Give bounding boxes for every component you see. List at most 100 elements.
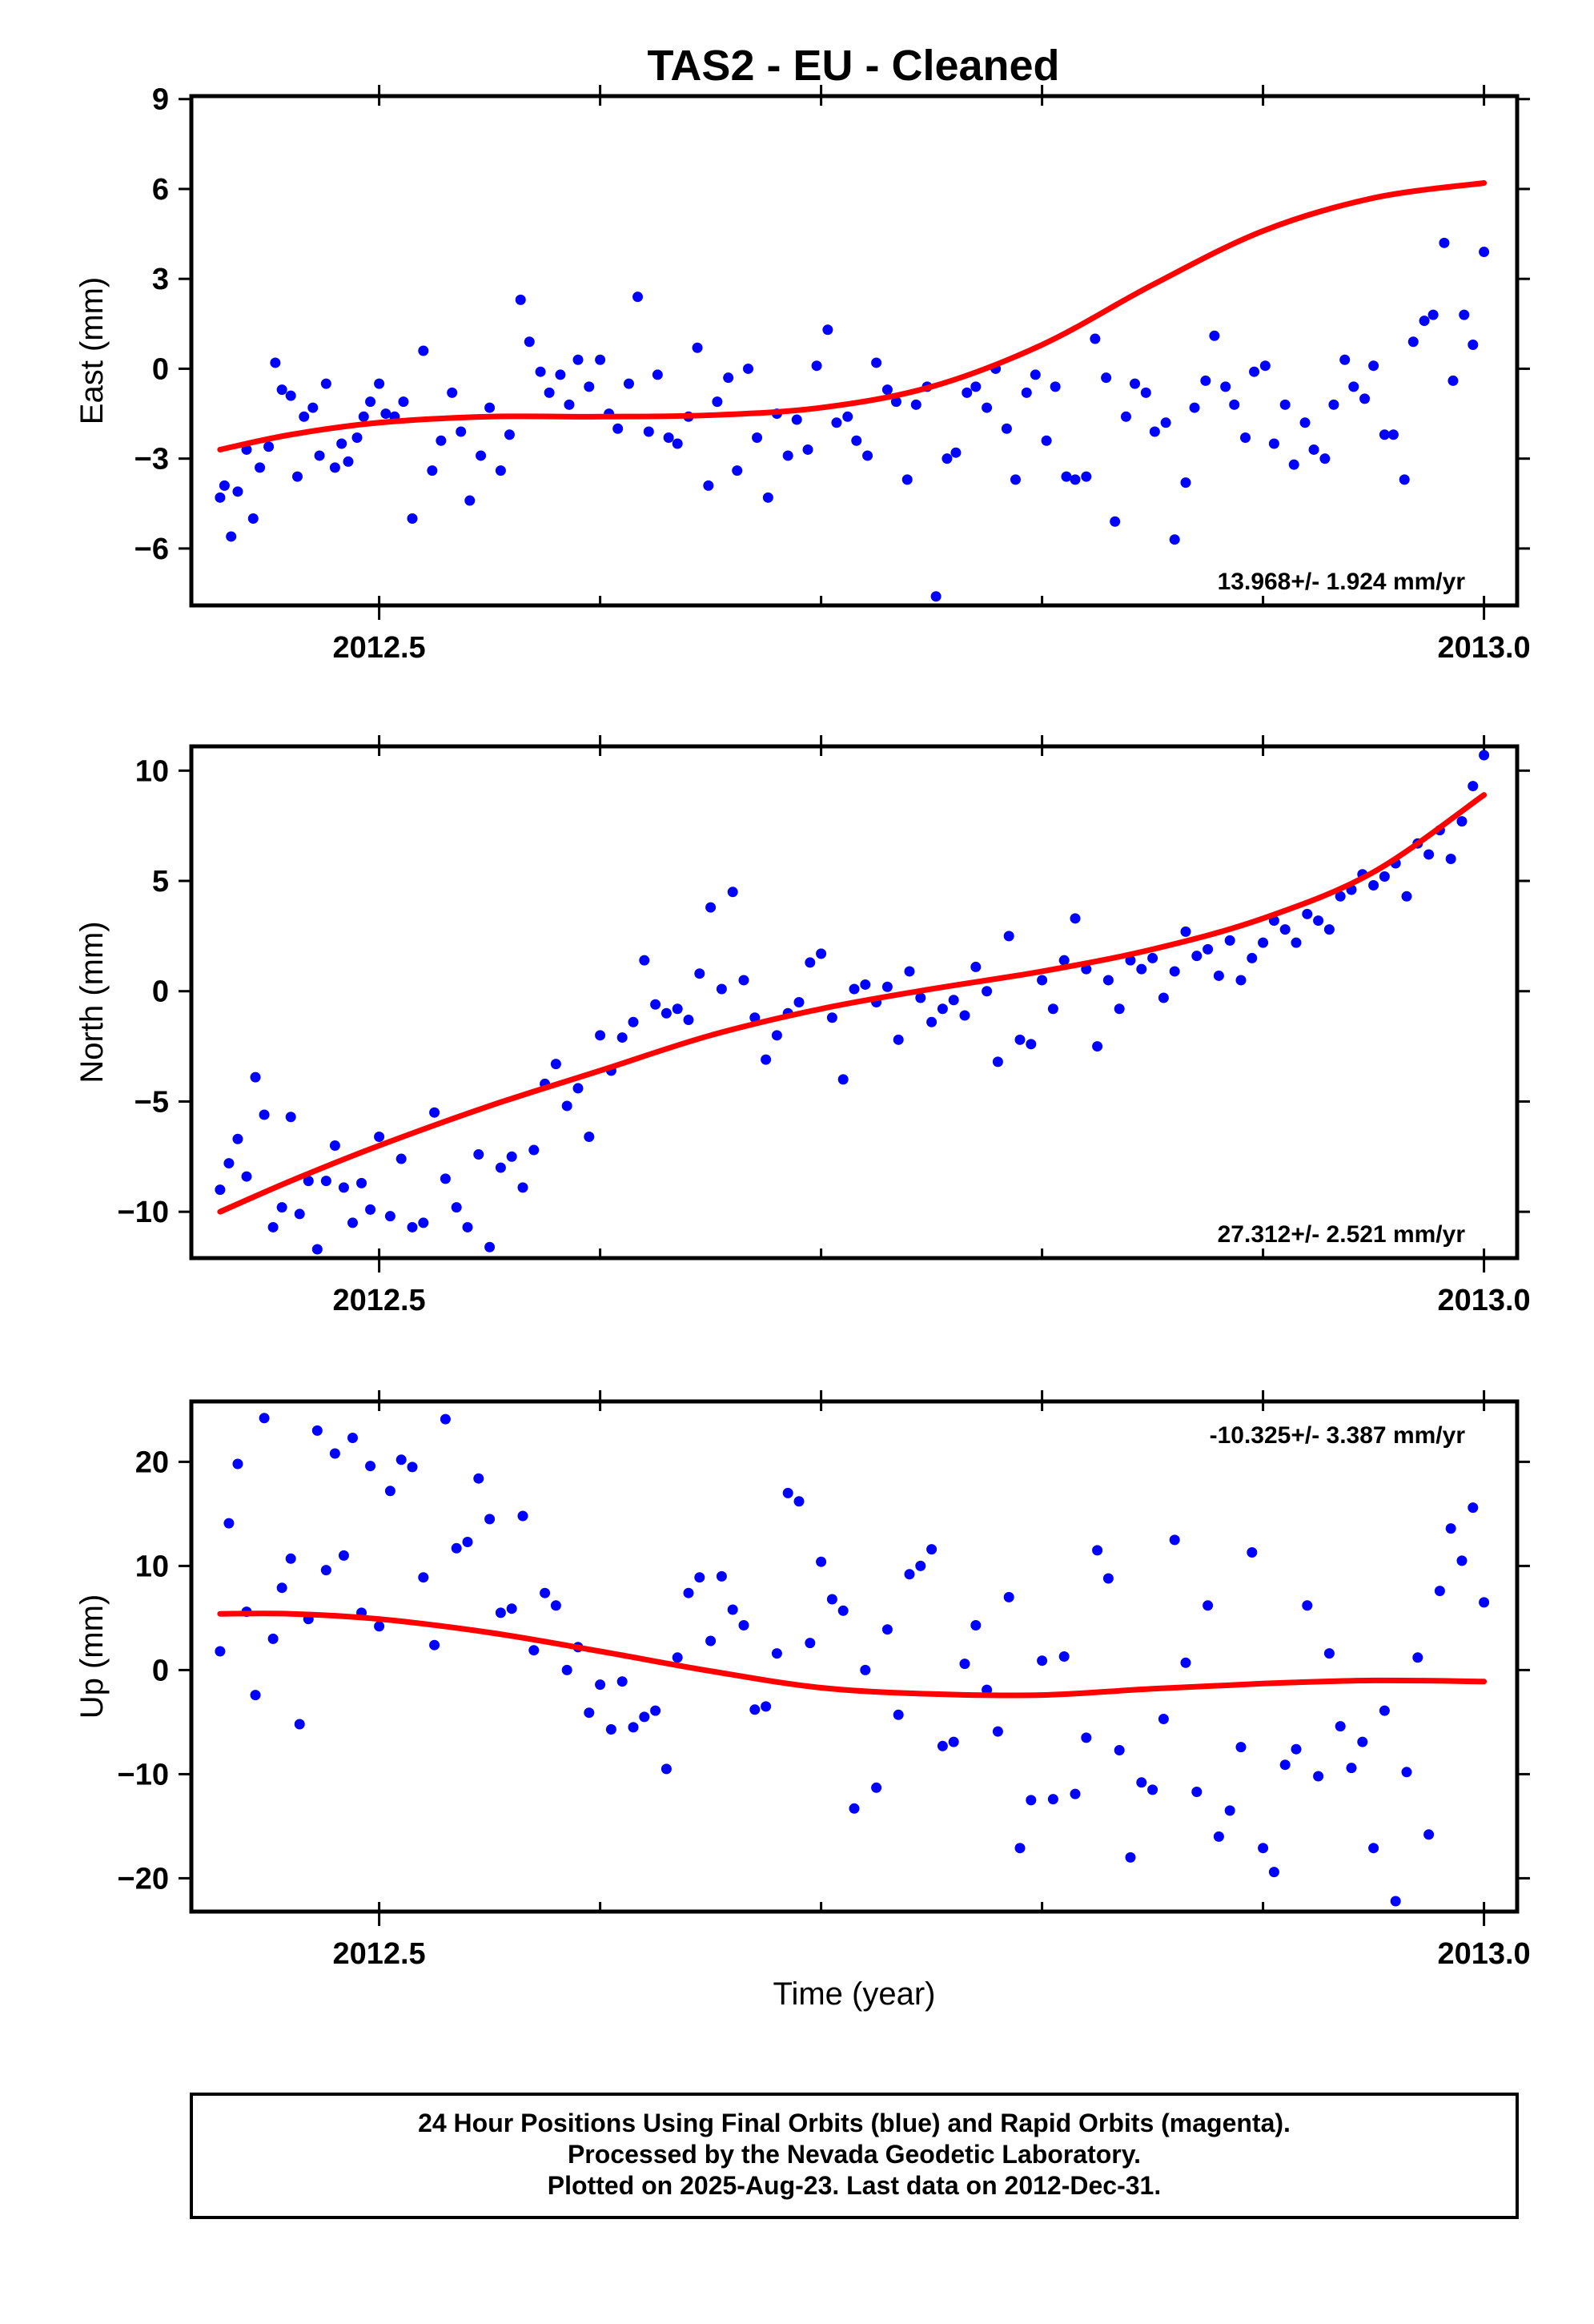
data-point (380, 408, 391, 420)
data-point (544, 387, 555, 398)
data-point (816, 1556, 827, 1567)
panel-east: 2012.5 2013.0 9 6 3 0 −3 −6 East (mm) 13.968+/- 1… (74, 83, 1531, 665)
data-point (1047, 1003, 1058, 1015)
data-point (1203, 1600, 1214, 1611)
data-point (1058, 1651, 1070, 1662)
data-point (826, 1012, 837, 1023)
data-point (241, 1171, 252, 1182)
data-point (398, 396, 409, 408)
data-point (762, 492, 773, 503)
data-point (1120, 411, 1131, 422)
x-tick-label: 2013.0 (1437, 631, 1530, 665)
data-point (365, 1204, 376, 1215)
data-point (1434, 1586, 1445, 1597)
x-axis-label: Time (year) (773, 1976, 936, 2012)
data-point (1399, 474, 1410, 485)
data-point (1037, 1655, 1048, 1667)
data-point (1081, 963, 1092, 975)
data-point (515, 294, 526, 305)
data-point (595, 354, 606, 365)
data-point (1247, 952, 1258, 963)
data-point (1169, 1534, 1180, 1546)
data-point (612, 423, 624, 434)
data-point (948, 1736, 959, 1747)
data-point (1346, 1763, 1357, 1774)
data-point (705, 902, 717, 913)
data-point (407, 1221, 418, 1232)
data-point (232, 1133, 243, 1144)
data-point (881, 384, 893, 396)
data-point (506, 1151, 517, 1162)
data-point (1136, 1777, 1147, 1788)
data-point (365, 396, 376, 408)
data-point (517, 1510, 528, 1522)
data-point (1313, 1771, 1324, 1782)
footer-line-3: Plotted on 2025-Aug-23. Last data on 201… (548, 2171, 1161, 2200)
y-tick-label: −3 (135, 443, 169, 476)
data-point (307, 402, 319, 413)
data-point (910, 399, 921, 410)
data-point (672, 438, 683, 449)
data-point (1313, 915, 1324, 927)
data-point (705, 1635, 717, 1647)
data-point (937, 1003, 948, 1015)
data-point (1390, 1896, 1401, 1907)
data-point (950, 447, 962, 458)
data-point (1050, 381, 1061, 392)
data-point (1092, 1041, 1103, 1052)
data-point (374, 378, 385, 389)
data-point (484, 1241, 496, 1252)
data-point (716, 1570, 727, 1582)
data-point (1001, 423, 1012, 434)
data-point (1368, 360, 1379, 372)
data-point (374, 1132, 385, 1143)
data-group (215, 750, 1490, 1255)
data-point (1102, 1573, 1114, 1584)
data-point (805, 957, 816, 968)
data-point (427, 465, 438, 476)
data-point (1047, 1794, 1058, 1805)
data-point (826, 1594, 837, 1605)
data-point (1447, 375, 1459, 386)
data-point (374, 1621, 385, 1632)
data-point (837, 1074, 849, 1085)
y-tick-label: −10 (118, 1196, 169, 1229)
data-point (429, 1107, 440, 1118)
data-point (1323, 924, 1335, 935)
data-group (215, 1413, 1490, 1907)
data-point (1147, 1784, 1158, 1795)
data-point (1070, 474, 1081, 485)
data-point (915, 992, 926, 1003)
data-point (732, 465, 743, 476)
data-point (504, 429, 515, 440)
data-point (407, 1462, 418, 1473)
data-point (336, 438, 347, 449)
data-point (749, 1012, 761, 1023)
data-point (495, 1162, 506, 1173)
x-tick-label: 2013.0 (1437, 1284, 1530, 1317)
data-point (329, 462, 340, 473)
data-point (1160, 417, 1171, 428)
data-point (672, 1003, 683, 1015)
data-point (338, 1550, 349, 1561)
data-point (1061, 471, 1072, 482)
data-point (1445, 853, 1456, 864)
data-point (1229, 399, 1240, 410)
x-tick-label: 2012.5 (332, 631, 425, 665)
y-tick-label: −20 (118, 1862, 169, 1896)
data-point (550, 1059, 561, 1070)
data-point (692, 342, 703, 353)
fit-curve (217, 179, 1488, 452)
data-point (495, 465, 506, 476)
data-point (314, 450, 325, 461)
data-point (311, 1244, 323, 1255)
data-point (1258, 937, 1269, 948)
data-point (219, 480, 230, 491)
y-tick-label: 6 (152, 173, 169, 207)
data-point (650, 999, 661, 1010)
plot-frame (189, 94, 1520, 608)
data-point (1180, 926, 1191, 937)
plot-frame (189, 744, 1520, 1261)
data-point (320, 1176, 331, 1187)
data-point (1323, 1648, 1335, 1659)
